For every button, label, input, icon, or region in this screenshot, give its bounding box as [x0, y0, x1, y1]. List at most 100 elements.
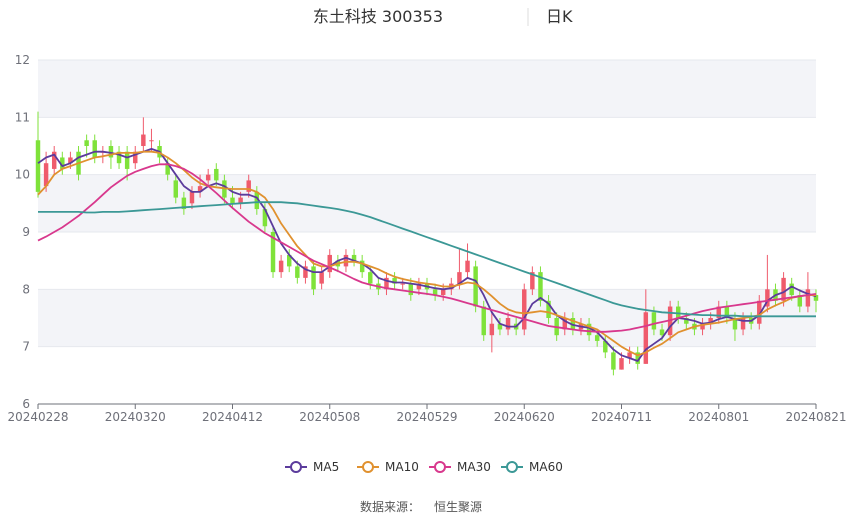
y-tick-label: 10 — [15, 168, 30, 182]
candle-body — [287, 254, 292, 267]
candle — [732, 312, 738, 341]
candle — [287, 249, 292, 273]
plot-band — [38, 60, 816, 118]
candle-body — [473, 266, 478, 307]
candle — [359, 254, 365, 278]
candle — [205, 168, 211, 187]
candle — [189, 186, 195, 210]
candle-body — [586, 323, 592, 336]
candle-body — [740, 318, 746, 330]
candle — [570, 312, 576, 336]
candle-body — [254, 191, 260, 210]
plot-band — [38, 174, 816, 232]
candle-body — [505, 318, 511, 330]
candle-body — [440, 289, 446, 296]
candle-body — [295, 266, 300, 278]
candle — [432, 283, 438, 301]
candle — [149, 128, 154, 152]
candle-body — [384, 277, 389, 290]
candle-body — [489, 323, 495, 336]
legend-swatch-marker — [434, 461, 446, 473]
candle-body — [416, 283, 422, 290]
x-tick-label: 20240320 — [105, 410, 166, 424]
candle-body — [319, 272, 324, 284]
candle-body — [684, 318, 689, 324]
candle-body — [173, 180, 178, 198]
candle — [765, 254, 770, 313]
legend-swatch-marker — [362, 461, 374, 473]
candle-body — [627, 352, 632, 359]
candle — [100, 146, 106, 164]
x-tick-label: 20240529 — [396, 410, 457, 424]
candle-body — [432, 289, 438, 296]
candle-body — [189, 191, 195, 204]
candle — [489, 312, 495, 353]
candle-body — [205, 174, 211, 181]
candle — [603, 335, 608, 359]
candle — [343, 249, 349, 273]
ma-lines — [37, 147, 817, 362]
candle-body — [246, 180, 251, 192]
candle-body — [51, 151, 57, 169]
candle-body — [813, 295, 819, 301]
candle — [230, 186, 235, 210]
y-tick-label: 8 — [22, 282, 30, 296]
candle-body — [789, 283, 794, 296]
candle — [700, 318, 705, 336]
legend-label: MA60 — [529, 460, 563, 474]
x-axis: 20240228 20240320 20240412 20240508 20240529… — [7, 403, 847, 424]
candle-body — [392, 277, 397, 284]
legend-item-ma10: MA10 — [357, 460, 419, 474]
candle — [473, 260, 478, 313]
candle — [635, 346, 640, 370]
candle — [51, 146, 57, 175]
legend-swatch-marker — [290, 461, 302, 473]
candle — [141, 117, 146, 152]
x-tick-label: 20240711 — [591, 410, 652, 424]
candle-body — [562, 318, 567, 330]
candle — [303, 260, 308, 284]
candle — [627, 346, 632, 364]
plot-band — [38, 289, 816, 347]
candle-body — [676, 306, 681, 318]
x-tick-label: 20240508 — [299, 410, 360, 424]
series-line-ma30 — [37, 163, 817, 333]
candle-body — [311, 266, 316, 290]
candle — [165, 157, 170, 181]
candle — [676, 300, 681, 324]
y-tick-label: 9 — [22, 225, 30, 239]
candle-body — [116, 151, 122, 164]
series-line-ma60 — [38, 201, 816, 318]
candle-body — [570, 318, 576, 330]
y-tick-label: 11 — [15, 110, 30, 124]
legend-label: MA5 — [313, 460, 339, 474]
candle — [611, 346, 616, 376]
candle-body — [619, 358, 624, 370]
candle-body — [732, 318, 738, 330]
x-tick-label: 20240801 — [688, 410, 749, 424]
series-line-ma5 — [37, 147, 817, 362]
candle — [797, 289, 803, 313]
candle-body — [262, 209, 268, 227]
candle — [562, 312, 567, 336]
chart-title: 东土科技 300353 — [313, 7, 443, 26]
legend-label: MA10 — [385, 460, 419, 474]
candle-body — [270, 232, 276, 273]
candle-body — [278, 260, 284, 273]
candle-body — [757, 300, 762, 324]
candle-body — [238, 197, 243, 204]
x-tick-label: 20240821 — [785, 410, 846, 424]
candle — [327, 249, 332, 278]
x-tick-label: 20240228 — [7, 410, 68, 424]
candle-body — [659, 329, 665, 336]
candle-body — [43, 163, 49, 187]
legend-item-ma30: MA30 — [429, 460, 491, 474]
candle-body — [481, 306, 486, 336]
candle-body — [457, 272, 462, 284]
candle — [505, 312, 511, 336]
candle-body — [700, 323, 705, 330]
plot-bands — [38, 60, 816, 347]
candle — [270, 226, 276, 278]
candle-body — [133, 151, 138, 164]
